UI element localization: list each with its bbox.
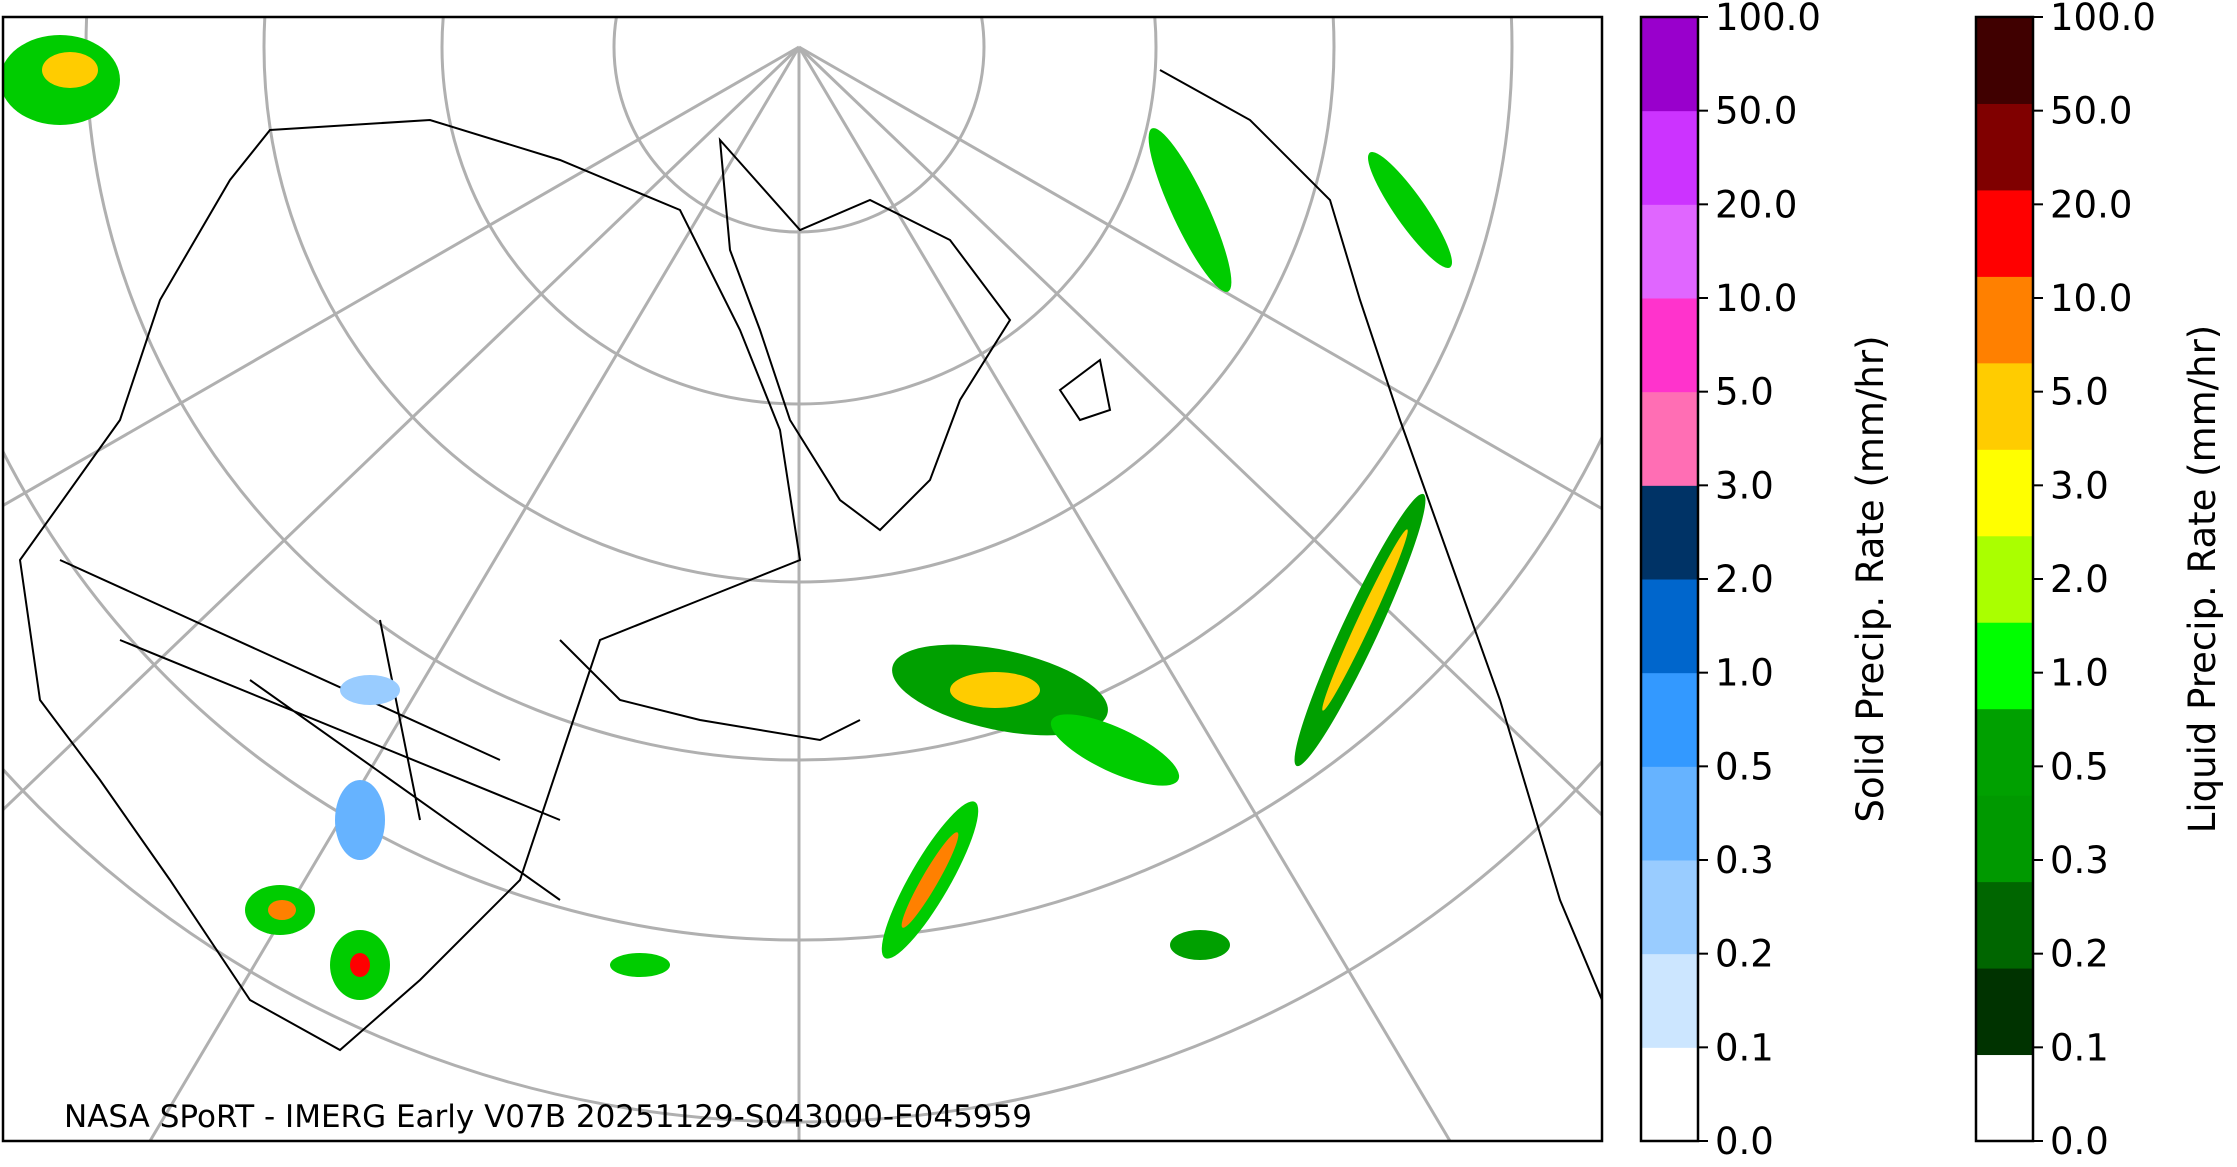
colorbar-segment bbox=[1641, 579, 1698, 674]
colorbar-tick-label: 3.0 bbox=[2050, 464, 2109, 507]
colorbar-segment bbox=[1641, 953, 1698, 1048]
colorbar-tick-label: 0.3 bbox=[2050, 839, 2109, 882]
graticule bbox=[3, 17, 1602, 1141]
colorbar-tick-label: 10.0 bbox=[1715, 277, 1797, 320]
colorbar-tick-label: 0.3 bbox=[1715, 839, 1774, 882]
colorbar-segment bbox=[1641, 110, 1698, 205]
colorbar-segment bbox=[1976, 449, 2033, 537]
colorbar-tick-label: 5.0 bbox=[1715, 371, 1774, 414]
colorbar-segment bbox=[1976, 795, 2033, 883]
colorbar-segment bbox=[1976, 362, 2033, 450]
colorbar-tick-label: 0.5 bbox=[1715, 745, 1774, 788]
colorbar-segment bbox=[1641, 672, 1698, 767]
colorbar-tick-label: 0.2 bbox=[2050, 933, 2109, 976]
colorbar-tick-label: 2.0 bbox=[1715, 558, 1774, 601]
colorbar-segment bbox=[1976, 881, 2033, 969]
colorbar-tick-label: 1.0 bbox=[2050, 652, 2109, 695]
coastlines bbox=[18, 69, 1602, 1052]
colorbar-title: Liquid Precip. Rate (mm/hr) bbox=[2181, 325, 2224, 834]
map-caption: NASA SPoRT - IMERG Early V07B 20251129-S… bbox=[64, 1099, 1032, 1135]
colorbar-segment bbox=[1976, 276, 2033, 364]
colorbar-tick-label: 5.0 bbox=[2050, 371, 2109, 414]
colorbar-tick-label: 0.1 bbox=[1715, 1026, 1774, 1069]
colorbar-segment bbox=[1641, 1047, 1698, 1142]
precipitation bbox=[3, 35, 1452, 1000]
colorbar-segment bbox=[1976, 622, 2033, 710]
colorbar-tick-label: 20.0 bbox=[2050, 183, 2132, 226]
colorbar-tick-label: 50.0 bbox=[2050, 90, 2132, 133]
colorbar-tick-label: 2.0 bbox=[2050, 558, 2109, 601]
colorbar-tick-label: 50.0 bbox=[1715, 90, 1797, 133]
colorbar-segment bbox=[1641, 860, 1698, 955]
map-frame bbox=[1, 15, 1604, 1143]
colorbar-segment bbox=[1641, 485, 1698, 580]
colorbar-segment bbox=[1641, 391, 1698, 486]
colorbar-tick-label: 0.1 bbox=[2050, 1026, 2109, 1069]
colorbar-segment bbox=[1641, 204, 1698, 299]
map-background bbox=[3, 17, 1602, 1141]
colorbar-tick-label: 100.0 bbox=[1715, 0, 1821, 39]
colorbar-segment bbox=[1641, 17, 1698, 112]
colorbar-tick-label: 0.0 bbox=[1715, 1120, 1774, 1163]
colorbar-segment bbox=[1976, 103, 2033, 191]
colorbar-title: Solid Precip. Rate (mm/hr) bbox=[1849, 335, 1892, 822]
colorbar-segment bbox=[1976, 17, 2033, 104]
colorbar-tick-label: 0.5 bbox=[2050, 745, 2109, 788]
colorbar-segment bbox=[1641, 766, 1698, 861]
colorbar-segment bbox=[1976, 535, 2033, 623]
colorbar-tick-label: 3.0 bbox=[1715, 464, 1774, 507]
colorbar-tick-label: 100.0 bbox=[2050, 0, 2156, 39]
colorbar-segment bbox=[1976, 189, 2033, 277]
colorbar-tick-label: 0.0 bbox=[2050, 1120, 2109, 1163]
colorbar-tick-label: 20.0 bbox=[1715, 183, 1797, 226]
colorbar-segment bbox=[1976, 968, 2033, 1056]
colorbar-tick-label: 1.0 bbox=[1715, 652, 1774, 695]
map bbox=[3, 17, 1602, 1141]
colorbar-segment bbox=[1976, 1054, 2033, 1142]
colorbar-tick-label: 0.2 bbox=[1715, 933, 1774, 976]
colorbar-segment bbox=[1976, 708, 2033, 796]
colorbar-segment bbox=[1641, 298, 1698, 393]
colorbar-tick-label: 10.0 bbox=[2050, 277, 2132, 320]
